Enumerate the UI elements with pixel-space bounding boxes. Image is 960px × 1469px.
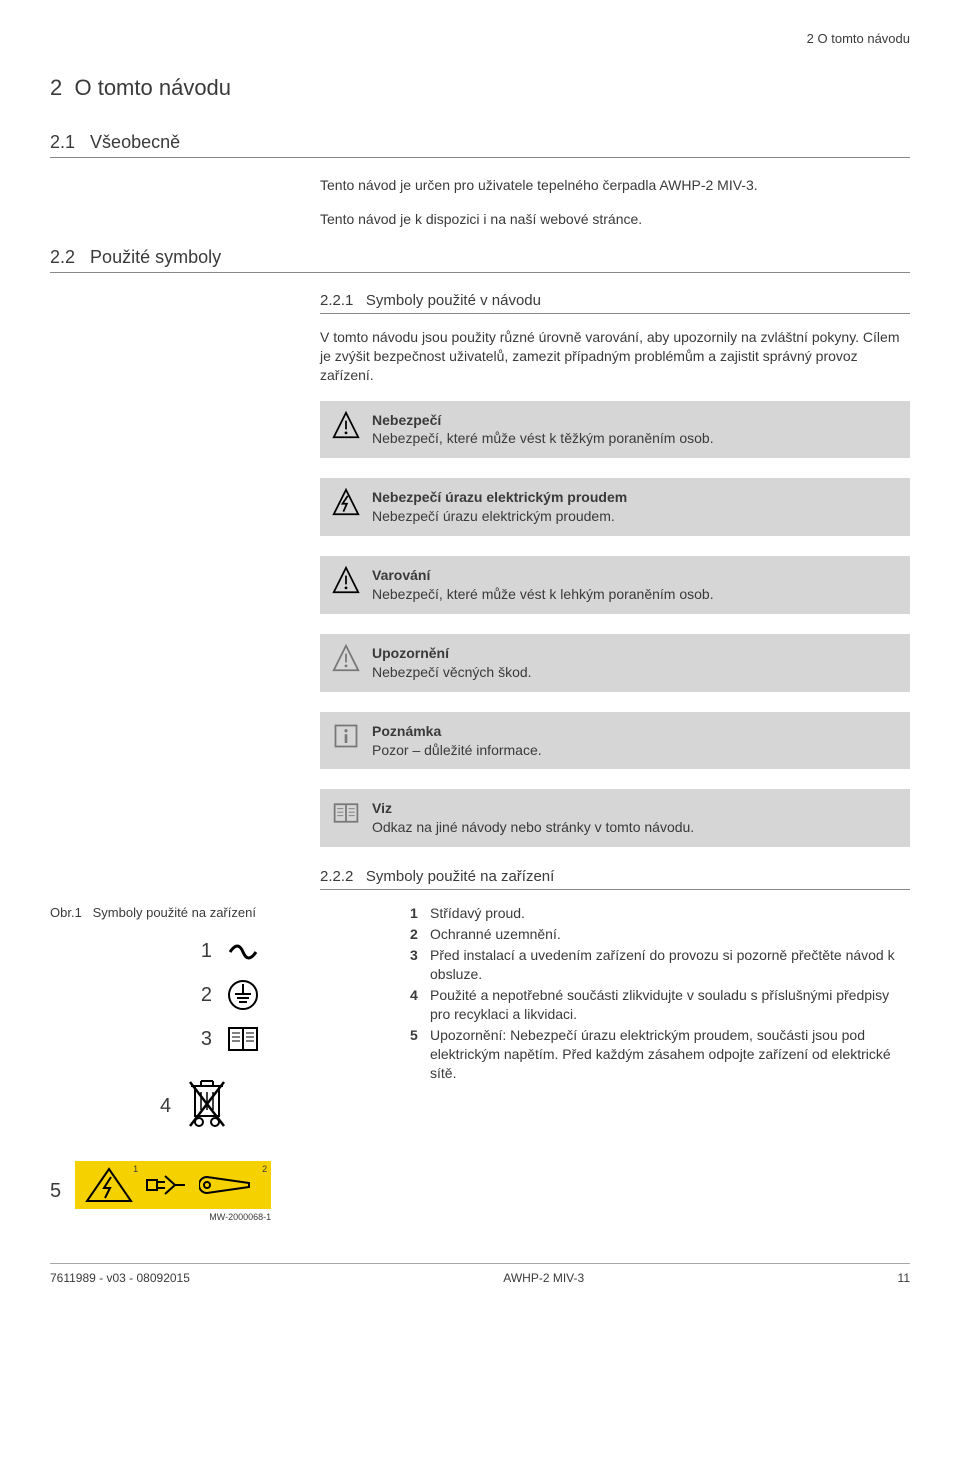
warning-title: Nebezpečí (372, 411, 898, 430)
subsection-title: Symboly použité na zařízení (366, 868, 554, 885)
figure-symbol-number-2: 2 (201, 982, 212, 1009)
subsection-2-2-1-heading: 2.2.1 Symboly použité v návodu (320, 291, 910, 314)
figure-symbol-number-3: 3 (201, 1026, 212, 1053)
chapter-heading: 2 O tomto návodu (50, 73, 910, 103)
section-2-2-heading: 2.2 Použité symboly (50, 245, 910, 272)
legend-number: 4 (410, 986, 424, 1024)
legend-text: Použité a nepotřebné součásti zlikvidujt… (430, 986, 910, 1024)
section-number: 2.1 (50, 132, 75, 152)
section-2-1-p1: Tento návod je určen pro uživatele tepel… (320, 176, 910, 195)
section-2-1-heading: 2.1 Všeobecně (50, 130, 910, 157)
warning-box-reference: Viz Odkaz na jiné návody nebo stránky v … (320, 789, 910, 847)
figure-column: Obr.1 Symboly použité na zařízení 1 2 3 (50, 904, 390, 1223)
warning-box-caution: Upozornění Nebezpečí věcných škod. (320, 634, 910, 692)
subsection-number: 2.2.2 (320, 868, 353, 885)
footer-page-number: 11 (898, 1270, 910, 1286)
section-title: Použité symboly (90, 247, 221, 267)
subsection-title: Symboly použité v návodu (366, 292, 541, 309)
warning-title: Poznámka (372, 722, 898, 741)
warning-body: Nebezpečí, které může vést k těžkým pora… (372, 429, 898, 448)
legend-text: Před instalací a uvedením zařízení do pr… (430, 946, 910, 984)
legend-number: 1 (410, 904, 424, 923)
warning-body: Nebezpečí věcných škod. (372, 663, 898, 682)
chapter-title: O tomto návodu (74, 75, 231, 100)
danger-icon (332, 411, 360, 439)
chapter-number: 2 (50, 75, 62, 100)
warning-body: Odkaz na jiné návody nebo stránky v tomt… (372, 818, 898, 837)
book-icon (332, 799, 360, 827)
yellow-warning-label: 1 2 (75, 1161, 271, 1209)
legend-number: 2 (410, 925, 424, 944)
subsection-2-2-2-heading: 2.2.2 Symboly použité na zařízení (320, 867, 910, 890)
figure-reference: MW-2000068-1 (75, 1211, 271, 1223)
manual-icon (226, 1022, 260, 1056)
warning-box-info: Poznámka Pozor – důležité informace. (320, 712, 910, 770)
warning-box-warning: Varování Nebezpečí, které může vést k le… (320, 556, 910, 614)
section-number: 2.2 (50, 247, 75, 267)
footer-center: AWHP-2 MIV-3 (503, 1270, 584, 1286)
wrench-icon (199, 1173, 261, 1197)
shock-icon (332, 488, 360, 516)
footer-left: 7611989 - v03 - 08092015 (50, 1270, 190, 1286)
warning-box-shock: Nebezpečí úrazu elektrickým proudem Nebe… (320, 478, 910, 536)
section-2-1-p2: Tento návod je k dispozici i na naší web… (320, 210, 910, 229)
warning-body: Pozor – důležité informace. (372, 741, 898, 760)
figure-symbol-number-5: 5 (50, 1178, 61, 1205)
recycle-bin-icon (185, 1078, 229, 1135)
figure-symbol-number-1: 1 (201, 938, 212, 965)
caution-icon (332, 644, 360, 672)
warning-title: Nebezpečí úrazu elektrickým proudem (372, 488, 898, 507)
warning-icon (332, 566, 360, 594)
page-footer: 7611989 - v03 - 08092015 AWHP-2 MIV-3 11 (50, 1263, 910, 1286)
warning-body: Nebezpečí úrazu elektrickým proudem. (372, 507, 898, 526)
subsection-number: 2.2.1 (320, 292, 353, 309)
legend-text: Střídavý proud. (430, 904, 525, 923)
shock-triangle-icon (85, 1167, 133, 1203)
ac-current-icon (226, 934, 260, 968)
legend-number: 3 (410, 946, 424, 984)
warning-title: Viz (372, 799, 898, 818)
warning-body: Nebezpečí, které může vést k lehkým pora… (372, 585, 898, 604)
ground-icon (226, 978, 260, 1012)
unplug-icon (145, 1170, 187, 1200)
figure-legend: 1 Střídavý proud. 2 Ochranné uzemnění. 3Př… (410, 904, 910, 1082)
info-icon (332, 722, 360, 750)
subsection-intro: V tomto návodu jsou použity různé úrovně… (320, 328, 910, 385)
figure-label: Obr.1 (50, 905, 82, 920)
legend-number: 5 (410, 1026, 424, 1083)
warning-title: Varování (372, 566, 898, 585)
warning-box-danger: Nebezpečí Nebezpečí, které může vést k t… (320, 401, 910, 459)
warning-title: Upozornění (372, 644, 898, 663)
legend-text: Upozornění: Nebezpečí úrazu elektrickým … (430, 1026, 910, 1083)
page-header-right: 2 O tomto návodu (50, 30, 910, 48)
legend-text: Ochranné uzemnění. (430, 925, 561, 944)
section-title: Všeobecně (90, 132, 180, 152)
figure-caption: Symboly použité na zařízení (93, 905, 256, 920)
figure-symbol-number-4: 4 (160, 1093, 171, 1120)
